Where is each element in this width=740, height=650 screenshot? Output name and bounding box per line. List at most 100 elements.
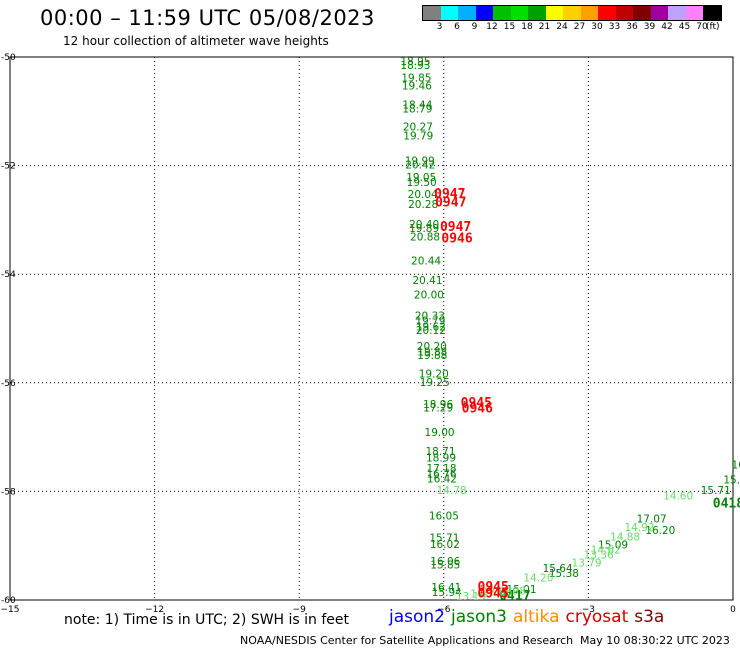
colorbar-swatch	[650, 6, 668, 20]
colorbar	[422, 5, 722, 21]
wave-height-label: 19.62	[416, 322, 446, 334]
wave-height-label: 15.94	[432, 587, 462, 599]
wave-height-label: 20.42	[405, 159, 435, 171]
footer-note: note: 1) Time is in UTC; 2) SWH is in fe…	[64, 612, 350, 628]
wave-height-label: 19.89	[409, 223, 439, 235]
pass-time-label: 0418	[713, 497, 740, 512]
wave-height-label: 19.79	[403, 131, 433, 143]
wave-height-label: 19.00	[425, 427, 455, 439]
wave-height-label: 15.01	[506, 584, 536, 596]
wave-height-label: 20.12	[416, 325, 446, 337]
pass-time-label: 0945	[478, 580, 509, 595]
wave-height-label: 19.85	[401, 72, 431, 84]
wave-height-label: 18.93	[400, 60, 430, 72]
wave-height-label: 16.06	[430, 556, 460, 568]
pass-time-label: 0946	[441, 232, 472, 247]
wave-height-label: 18.79	[402, 103, 432, 115]
pass-time-label: 0417	[499, 589, 530, 604]
y-tick-label: -54	[1, 270, 16, 280]
colorbar-label: 21	[538, 22, 551, 32]
x-tick-label: −3	[582, 605, 595, 615]
wave-height-label: 19.50	[407, 177, 437, 189]
colorbar-swatch	[633, 6, 651, 20]
wave-height-label: 16.05	[429, 511, 459, 523]
colorbar-swatch	[615, 6, 633, 20]
wave-height-label: 14.78	[437, 485, 467, 497]
colorbar-label: 39	[643, 22, 656, 32]
colorbar-label: 70	[696, 22, 708, 32]
colorbar-swatch	[703, 6, 721, 20]
colorbar-swatch	[423, 6, 441, 20]
colorbar-label: 9	[471, 22, 478, 32]
colorbar-label: 45	[678, 22, 691, 32]
wave-height-label: 14.62	[591, 544, 621, 556]
wave-height-label: 13.79	[572, 557, 602, 569]
satellite-legend: jason2 jason3 altika cryosat s3a	[389, 607, 670, 627]
colorbar-label: 36	[626, 22, 638, 32]
y-tick-label: -50	[1, 53, 16, 63]
wave-height-label: 15.71	[429, 532, 459, 544]
footer-timestamp: May 10 08:30:22 UTC 2023	[580, 634, 730, 647]
wave-height-label: 19.05	[406, 172, 436, 184]
wave-height-label: 19.79	[415, 316, 445, 328]
wave-height-label: 16	[732, 460, 740, 472]
colorbar-swatch	[685, 6, 703, 20]
wave-height-label: 20.40	[409, 219, 439, 231]
colorbar-swatch	[528, 6, 546, 20]
wave-height-label: 18.71	[425, 446, 455, 458]
plot-frame	[9, 56, 734, 601]
wave-height-label: 15.5	[723, 474, 740, 486]
wave-height-label: 20.04	[408, 189, 438, 201]
wave-height-label: 20.88	[410, 232, 440, 244]
x-tick-label: −9	[293, 605, 307, 615]
wave-height-label: 14.98	[496, 586, 526, 598]
colorbar-labels: 3 6 9 12 15 18 21 24 27 30 33 36 39 42 45 70 (ft)	[422, 22, 740, 34]
colorbar-label: 15	[503, 22, 516, 32]
wave-height-label: 14.20	[523, 573, 553, 585]
legend-item-cryosat: cryosat	[565, 607, 629, 627]
colorbar-label: 18	[521, 22, 533, 32]
y-tick-label: -56	[1, 379, 16, 389]
wave-height-label: 20.27	[403, 121, 433, 133]
wave-height-label: 14.60	[663, 491, 693, 503]
colorbar-swatch	[668, 6, 686, 20]
y-tick-label: -58	[1, 487, 16, 497]
wave-height-label: 15.85	[430, 560, 460, 572]
wave-height-label: 14.74	[470, 588, 500, 600]
colorbar-swatch	[598, 6, 616, 20]
x-tick-label: −12	[145, 605, 164, 615]
chart-subtitle: 12 hour collection of altimeter wave hei…	[63, 34, 329, 48]
wave-height-label: 19.88	[417, 350, 447, 362]
colorbar-label: 24	[556, 22, 568, 32]
colorbar-swatch	[545, 6, 563, 20]
wave-height-label: 16.20	[645, 525, 675, 537]
wave-height-label: 20.20	[417, 341, 447, 353]
wave-height-label: 18.95	[400, 56, 430, 68]
wave-height-label: 14.88	[610, 531, 640, 543]
legend-item-jason2: jason2	[389, 607, 445, 627]
wave-height-label: 20.44	[411, 255, 441, 267]
wave-height-label: 19.88	[417, 347, 447, 359]
wave-height-label: 15.71	[701, 485, 731, 497]
wave-height-label: 20.33	[415, 310, 445, 322]
pass-time-label: 0947	[435, 195, 466, 210]
wave-height-label: 16.02	[430, 539, 460, 551]
pass-time-label: 0947	[434, 187, 465, 202]
chart-title: 00:00 – 11:59 UTC 05/08/2023	[40, 6, 375, 30]
wave-height-label: 20.00	[414, 290, 444, 302]
wave-height-label: 19.46	[402, 81, 432, 93]
wave-height-label: 13.36	[584, 550, 614, 562]
wave-height-label: 17.07	[637, 513, 667, 525]
wave-height-label: 16.42	[427, 474, 457, 486]
wave-height-label: 19.20	[419, 368, 449, 380]
footer-credit: NOAA/NESDIS Center for Satellite Applica…	[240, 634, 574, 647]
y-tick-label: -60	[1, 596, 16, 606]
x-tick-label: 0	[730, 605, 736, 615]
colorbar-label: 6	[454, 22, 460, 32]
colorbar-swatch	[563, 6, 581, 20]
wave-height-label: 19.25	[420, 377, 450, 389]
wave-height-label: 17.29	[423, 403, 453, 415]
colorbar-swatch	[458, 6, 476, 20]
wave-height-label: 20.41	[412, 275, 442, 287]
